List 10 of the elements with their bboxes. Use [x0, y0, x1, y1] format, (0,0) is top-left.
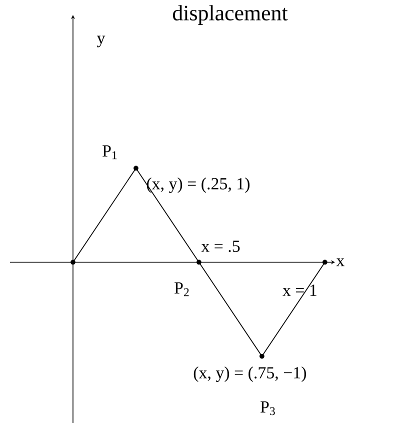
annotation: x = .5 [201, 240, 240, 252]
chart-title: displacement [172, 5, 288, 25]
x-axis-title: x [336, 258, 344, 266]
annotation: P$_{2}$ [174, 282, 189, 296]
annotation: (x, y) = (.25, 1) [146, 178, 250, 193]
text: P$_{1}$ [102, 145, 117, 160]
text: (x, y) = (.75, −1) [194, 366, 306, 382]
annotation: x = 1 [282, 284, 316, 296]
text: y [96, 36, 106, 48]
text: P$_{3}$ [260, 401, 275, 416]
